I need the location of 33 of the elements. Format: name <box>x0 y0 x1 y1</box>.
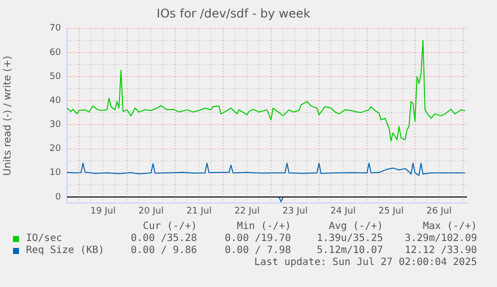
text: Min (-/+) <box>236 221 291 233</box>
text: 1.39u/35.25 <box>316 233 383 245</box>
y-tick-label: 30 <box>50 120 62 130</box>
x-tick-label: 25 Jul <box>378 206 404 217</box>
y-tick-label: 60 <box>50 48 62 58</box>
y-tick-label: 10 <box>50 168 62 178</box>
x-tick-label: 23 Jul <box>282 206 308 217</box>
x-tick-label: 22 Jul <box>234 206 260 217</box>
x-tick-label: 26 Jul <box>426 206 452 217</box>
legend-label: IO/sec <box>26 233 62 245</box>
text: 0.00 / 9.86 <box>130 245 197 257</box>
x-tick-label: 19 Jul <box>90 206 116 217</box>
text: 0.00 / 7.98 <box>224 245 291 257</box>
text: 0.00 /19.70 <box>224 233 291 245</box>
chart-title: IOs for /dev/sdf - by week <box>156 6 310 20</box>
y-tick-label: 70 <box>50 24 62 34</box>
y-tick-label: 50 <box>50 72 62 82</box>
text: 5.12m/10.07 <box>316 245 383 257</box>
y-axis-title: Units read (-) / write (+) <box>2 56 14 176</box>
legend-label: Req Size (KB) <box>26 245 104 257</box>
text: 0.00 /35.28 <box>130 233 197 245</box>
text: 3.29m/102.09 <box>404 233 477 245</box>
x-tick-label: 21 Jul <box>186 206 212 217</box>
y-tick-label: 40 <box>50 96 62 106</box>
text: Max (-/+) <box>422 221 477 233</box>
text: 12.12 /33.90 <box>404 245 477 257</box>
x-tick-label: 20 Jul <box>138 206 164 217</box>
text: Cur (-/+) <box>142 221 197 233</box>
text: Last update: Sun Jul 27 02:00:04 2025 <box>254 257 477 269</box>
y-tick-label: 20 <box>50 144 62 154</box>
y-tick-label: 0 <box>55 192 62 202</box>
x-tick-label: 24 Jul <box>330 206 356 217</box>
text: Avg (-/+) <box>328 221 383 233</box>
